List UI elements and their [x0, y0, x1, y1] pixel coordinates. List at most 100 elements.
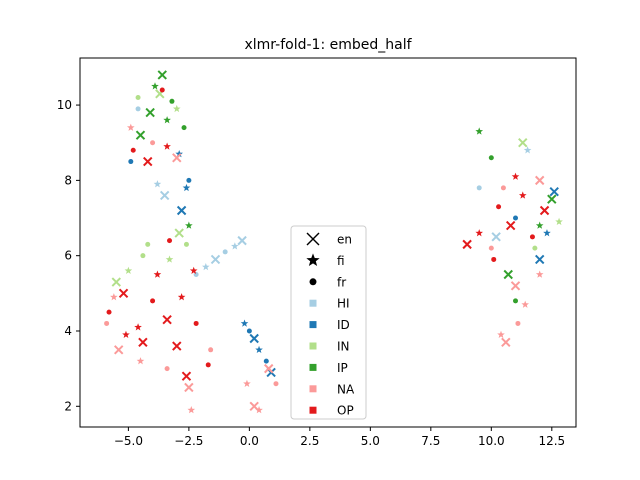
x-tick-label: 7.5 [421, 434, 440, 448]
legend-label: NA [337, 382, 355, 396]
data-point [134, 323, 142, 331]
legend-entry-fi: fi [306, 253, 345, 268]
legend-marker [306, 253, 320, 267]
data-point [165, 255, 174, 263]
data-point [145, 107, 155, 118]
data-point [518, 191, 527, 199]
data-point [104, 320, 110, 326]
data-point [138, 337, 148, 347]
data-point [136, 357, 145, 365]
data-point [163, 116, 171, 124]
data-point [174, 228, 184, 238]
legend-entry-ID: ID [309, 318, 350, 332]
data-point [143, 156, 153, 167]
data-point [176, 205, 187, 216]
data-point [255, 406, 263, 414]
data-point [532, 245, 538, 251]
data-point [145, 241, 151, 247]
x-tick-label: −2.5 [174, 434, 203, 448]
data-point [127, 123, 135, 131]
data-point [518, 138, 528, 148]
series-IP [135, 70, 557, 304]
data-point [462, 239, 472, 250]
data-point [118, 288, 129, 299]
legend-marker [306, 232, 320, 246]
legend-marker [309, 342, 317, 350]
series-OP [106, 87, 550, 381]
data-point [237, 235, 247, 246]
data-point [172, 153, 182, 163]
legend-marker [309, 299, 317, 307]
data-point [151, 82, 159, 90]
x-tick-label: 12.5 [538, 434, 565, 448]
data-point [249, 333, 259, 344]
y-tick-label: 4 [64, 324, 72, 338]
data-point [255, 345, 263, 354]
legend-frame [290, 225, 367, 420]
data-point [150, 298, 156, 304]
data-point [535, 221, 544, 229]
legend-marker [309, 385, 317, 393]
y-axis: 2 4 6 8 10 [57, 98, 80, 413]
legend: en fi fr HI ID IN IP NA OP [290, 225, 367, 420]
legend-label: fr [337, 275, 346, 289]
data-point [491, 232, 501, 242]
data-point [185, 221, 193, 229]
data-point [122, 330, 130, 338]
data-point [205, 362, 211, 368]
data-point [475, 229, 484, 237]
series-NA [104, 123, 545, 414]
data-point [539, 205, 550, 216]
legend-label: IN [337, 340, 350, 354]
data-point [503, 269, 513, 280]
data-point [169, 98, 175, 104]
data-point [135, 130, 146, 140]
data-point [521, 300, 529, 308]
data-point [150, 140, 156, 146]
y-tick-label: 8 [64, 173, 72, 187]
data-point [184, 382, 194, 393]
data-point [175, 150, 183, 158]
series-HI [135, 106, 532, 278]
data-point [273, 381, 279, 387]
data-point [263, 358, 269, 364]
data-point [264, 363, 274, 374]
data-point [172, 104, 181, 113]
data-point [193, 320, 199, 326]
data-point [130, 147, 136, 153]
legend-label: OP [337, 404, 354, 418]
data-point [128, 159, 134, 165]
legend-entry-NA: NA [309, 382, 355, 396]
legend-marker [309, 321, 317, 329]
data-point [513, 298, 519, 304]
data-point [231, 242, 239, 250]
legend-label: IP [337, 361, 348, 375]
data-point [243, 379, 251, 387]
data-point [210, 254, 221, 265]
data-point [172, 341, 182, 351]
data-point [163, 142, 171, 150]
y-tick-label: 6 [64, 249, 72, 263]
data-point [515, 320, 521, 326]
data-point [162, 314, 172, 325]
data-point [135, 106, 141, 112]
x-tick-label: 0.0 [240, 434, 259, 448]
legend-marker [309, 278, 317, 286]
data-point [488, 155, 494, 161]
data-point [488, 245, 494, 251]
data-point [511, 172, 520, 180]
data-point [164, 366, 170, 372]
legend-entry-IP: IP [309, 361, 348, 375]
x-tick-label: 10.0 [478, 434, 505, 448]
data-point [189, 266, 198, 274]
data-point [135, 95, 141, 101]
data-point [111, 277, 121, 287]
data-point [167, 238, 173, 244]
data-point [501, 337, 511, 347]
data-point [240, 319, 249, 327]
series-ID [128, 150, 559, 378]
x-tick-label: 5.0 [361, 434, 380, 448]
data-point [510, 281, 521, 291]
data-point [549, 186, 559, 197]
